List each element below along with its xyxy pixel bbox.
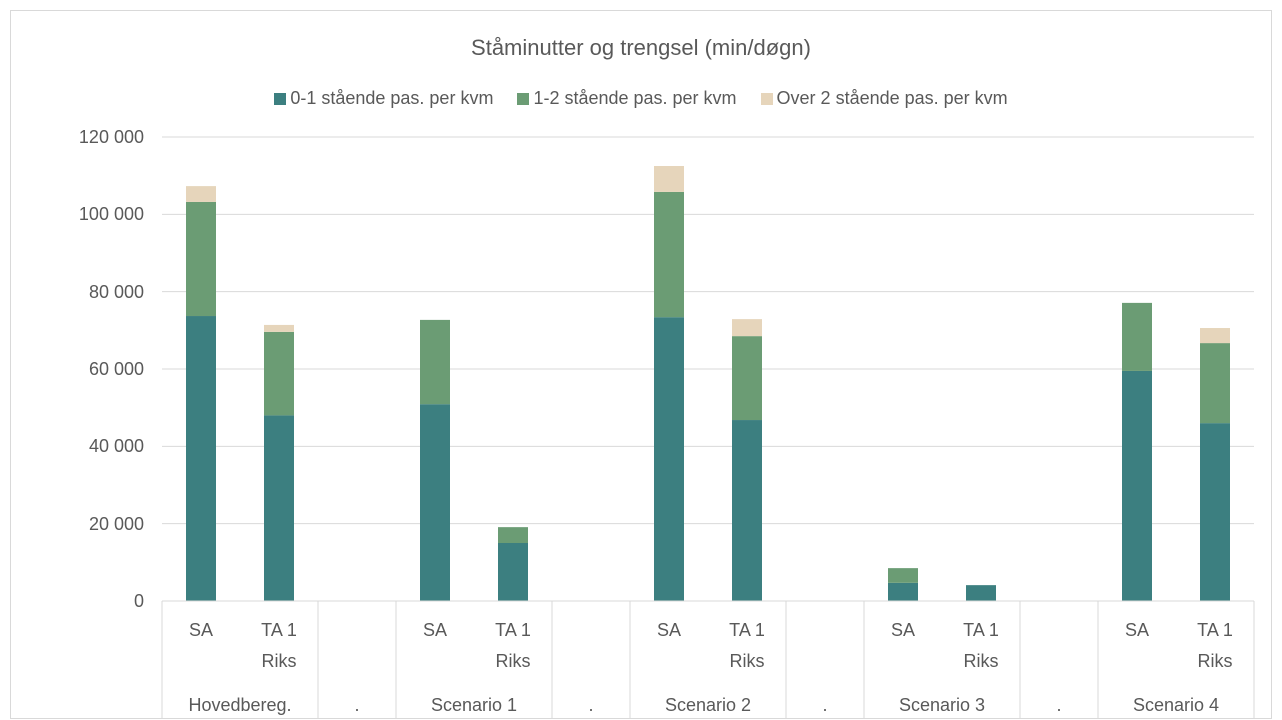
x-tick-label: SA xyxy=(890,620,915,640)
bar-segment xyxy=(1122,302,1152,371)
bar-segment xyxy=(264,415,294,601)
legend-swatch xyxy=(274,92,287,105)
bar-segment xyxy=(186,186,216,202)
bar-segment xyxy=(1200,328,1230,344)
legend-item: 0-1 stående pas. per kvm xyxy=(274,88,493,109)
bar-segment xyxy=(888,568,918,583)
bar-segment xyxy=(264,324,294,332)
x-group-label: Scenario 2 xyxy=(664,695,752,715)
x-tick-label: TA 1 Riks xyxy=(495,620,531,671)
bar-segment xyxy=(732,319,762,337)
x-tick-label: TA 1 Riks xyxy=(1197,620,1233,671)
bar-segment xyxy=(732,336,762,421)
x-tick-label: SA xyxy=(656,620,681,640)
y-tick-label: 40 000 xyxy=(88,436,144,457)
bar-segment xyxy=(654,166,684,192)
bar-segment xyxy=(264,331,294,416)
x-tick-label: SA xyxy=(1124,620,1149,640)
bar-segment xyxy=(420,404,450,601)
y-tick-label: 120 000 xyxy=(78,127,144,147)
bar-segment xyxy=(888,582,918,601)
bar-segment xyxy=(420,319,450,405)
y-tick-label: 20 000 xyxy=(88,513,144,534)
bar-segment xyxy=(1200,343,1230,424)
chart-border xyxy=(10,10,1272,719)
bar-segment xyxy=(498,527,528,543)
y-tick-label: 80 000 xyxy=(88,281,144,302)
x-tick-label: TA 1 Riks xyxy=(963,620,999,671)
bar-segment xyxy=(498,543,528,601)
bar-segment xyxy=(966,585,996,601)
chart-title: Ståminutter og trengsel (min/døgn) xyxy=(471,35,811,60)
legend-item: 1-2 stående pas. per kvm xyxy=(517,88,737,109)
bar-segment xyxy=(732,420,762,601)
bar-segment xyxy=(1200,423,1230,601)
y-tick-label: 60 000 xyxy=(88,359,144,379)
x-tick-label: SA xyxy=(422,620,447,640)
x-group-label: . xyxy=(588,695,594,715)
bar-segment xyxy=(186,316,216,601)
x-group-label: . xyxy=(354,695,360,715)
legend-label: Over 2 stående pas. per kvm xyxy=(776,88,1008,108)
y-tick-label: 0 xyxy=(133,591,144,611)
legend: 0-1 stående pas. per kvm 1-2 stående pas.… xyxy=(0,88,1282,109)
x-tick-label: TA 1 Riks xyxy=(261,620,297,671)
x-group-label: Scenario 4 xyxy=(1132,695,1220,715)
bar-segment xyxy=(654,191,684,318)
x-group-label: Scenario 1 xyxy=(430,695,518,715)
y-tick-label: 100 000 xyxy=(78,204,144,225)
legend-label: 1-2 stående pas. per kvm xyxy=(533,88,737,108)
legend-swatch xyxy=(517,92,530,105)
legend-swatch xyxy=(760,92,773,105)
bar-segment xyxy=(186,201,216,317)
legend-item: Over 2 stående pas. per kvm xyxy=(760,88,1008,109)
bar-segment xyxy=(654,317,684,601)
x-tick-label: TA 1 Riks xyxy=(729,620,765,671)
bar-segment xyxy=(1122,370,1152,601)
x-group-label: Scenario 3 xyxy=(898,695,986,715)
legend-label: 0-1 stående pas. per kvm xyxy=(290,88,494,108)
x-tick-label: SA xyxy=(188,620,213,640)
x-group-label: Hovedbereg. xyxy=(188,695,292,715)
x-group-label: . xyxy=(822,695,828,715)
x-group-label: . xyxy=(1056,695,1062,715)
